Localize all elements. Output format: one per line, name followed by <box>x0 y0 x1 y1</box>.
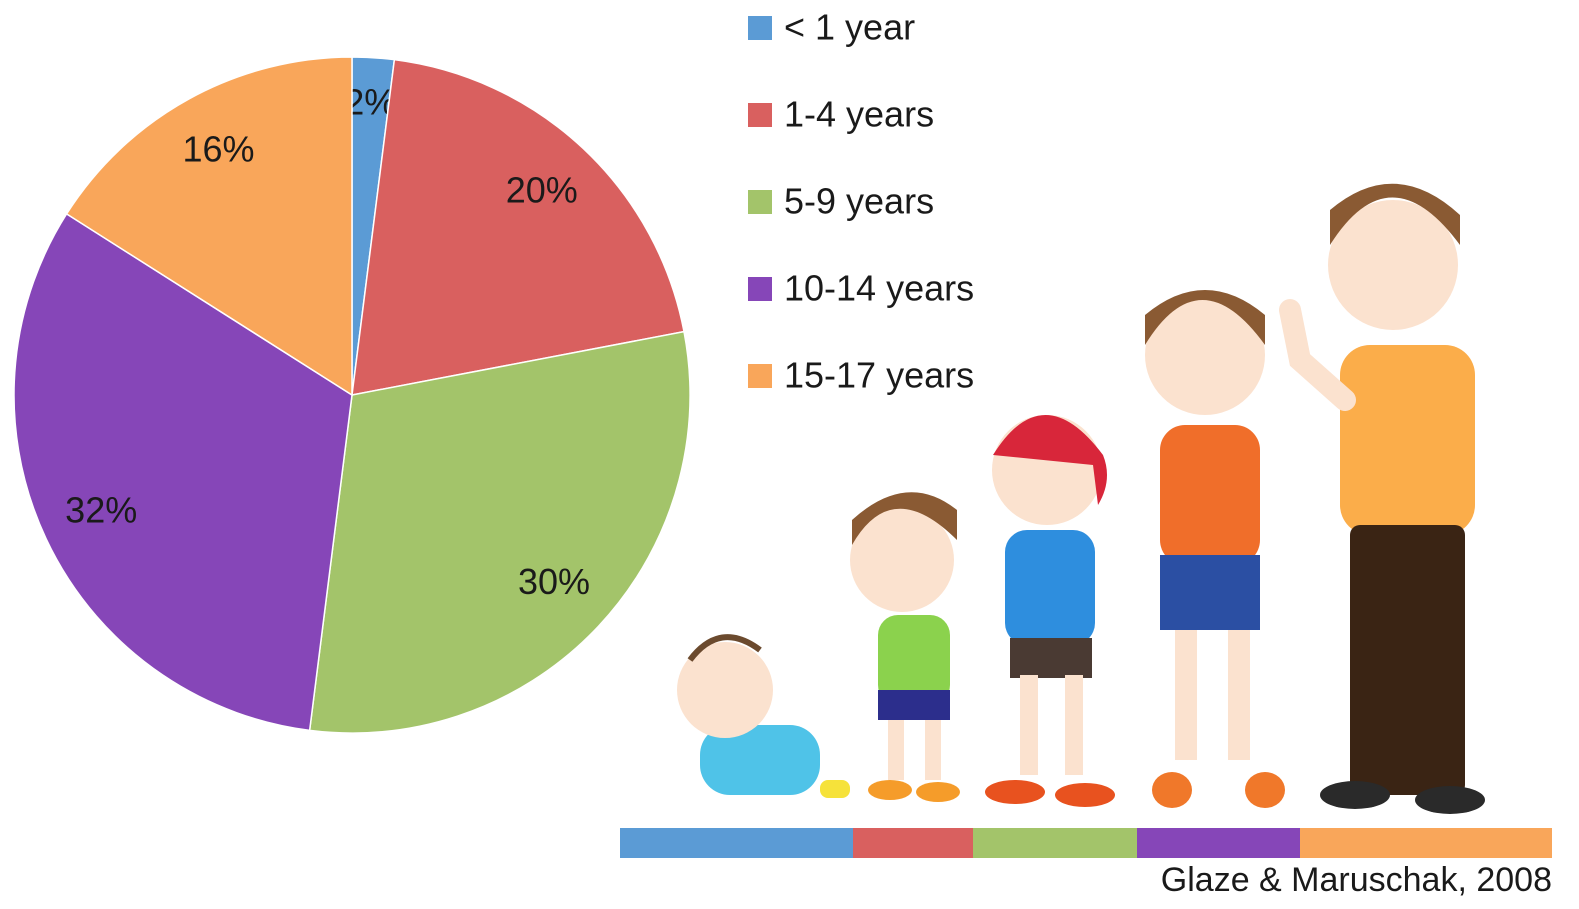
legend-swatch <box>748 190 772 214</box>
age-bar-segment <box>853 828 973 858</box>
age-bar-segment <box>973 828 1137 858</box>
legend-label: 1-4 years <box>784 94 934 135</box>
age-bar <box>620 828 1552 858</box>
legend-swatch <box>748 103 772 127</box>
teen <box>1145 290 1285 808</box>
pie: 2%20%30%32%16% <box>14 57 690 733</box>
data-label: 30% <box>518 561 590 602</box>
child <box>985 415 1115 807</box>
data-label: 32% <box>65 490 137 531</box>
toddler <box>850 492 960 802</box>
age-bar-segment <box>1300 828 1552 858</box>
adult <box>1290 184 1485 814</box>
legend-label: 5-9 years <box>784 181 934 222</box>
legend-label: < 1 year <box>784 7 915 48</box>
legend: < 1 year 1-4 years 5-9 years 10-14 years 15-… <box>748 7 974 396</box>
pie-slice <box>310 332 690 733</box>
legend-swatch <box>748 364 772 388</box>
age-bar-segment <box>620 828 853 858</box>
legend-swatch <box>748 277 772 301</box>
legend-label: 10-14 years <box>784 268 974 309</box>
legend-label: 15-17 years <box>784 355 974 396</box>
data-label: 16% <box>182 129 254 170</box>
age-bar-segment <box>1137 828 1300 858</box>
legend-swatch <box>748 16 772 40</box>
source: Glaze & Maruschak, 2008 <box>1161 861 1552 899</box>
data-label: 20% <box>506 169 578 210</box>
chart: 2%20%30%32%16% < 1 year1-4 years5-9 year… <box>0 0 1579 909</box>
baby <box>677 637 850 798</box>
